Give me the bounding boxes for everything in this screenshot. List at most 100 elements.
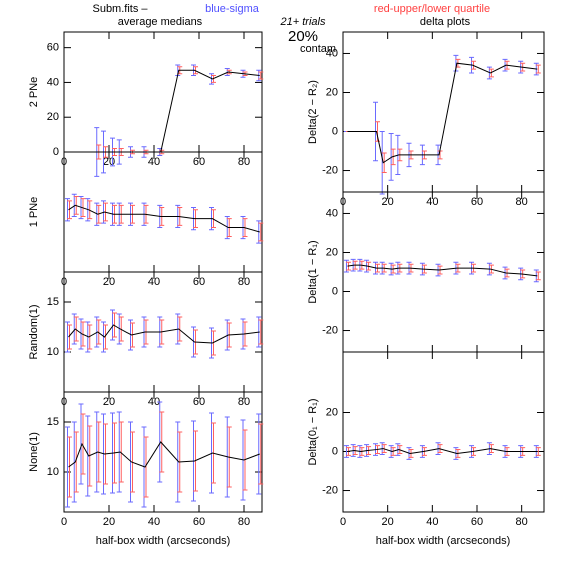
x-tick-label: 60	[193, 156, 205, 168]
data-line	[68, 204, 260, 233]
y-tick-label: 40	[47, 76, 59, 88]
plot-frame	[342, 351, 545, 513]
error-bar	[103, 324, 108, 350]
error-bar	[73, 431, 79, 493]
error-bar	[65, 321, 70, 353]
data-line	[347, 264, 538, 277]
error-bar	[258, 423, 264, 485]
y-axis-label: Delta(0₁ − R₁)	[307, 398, 319, 465]
y-tick-label: 20	[326, 246, 338, 258]
x-axis-label: half-box width (arcseconds)	[376, 535, 511, 547]
error-bar	[85, 415, 91, 497]
error-bar	[157, 401, 163, 483]
y-tick-label: -20	[322, 324, 338, 336]
x-tick-label: 0	[340, 516, 346, 528]
error-bar	[191, 326, 196, 358]
y-axis-label: None(1)	[28, 432, 40, 472]
error-bar	[71, 313, 77, 345]
file-name: Subm.fits –	[92, 3, 148, 15]
error-bar	[65, 426, 70, 508]
x-tick-label: 80	[238, 396, 250, 408]
data-line	[68, 441, 260, 468]
trials: 21+ trials	[280, 16, 326, 28]
y-tick-label: -20	[322, 484, 338, 496]
y-tick-label: 0	[332, 445, 338, 457]
error-bar	[73, 316, 79, 342]
x-tick-label: 80	[238, 516, 250, 528]
error-bar	[101, 321, 106, 353]
x-tick-label: 60	[471, 196, 483, 208]
x-tick-label: 0	[61, 516, 67, 528]
x-tick-label: 20	[382, 196, 394, 208]
y-axis-label: 2 PNe	[28, 77, 40, 108]
y-tick-label: 10	[47, 466, 59, 478]
error-bar	[258, 71, 264, 80]
error-bar	[177, 316, 183, 342]
error-bar	[258, 222, 264, 242]
error-bar	[67, 200, 72, 220]
x-tick-label: 20	[382, 516, 394, 528]
x-tick-label: 80	[238, 276, 250, 288]
y-tick-label: 0	[332, 125, 338, 137]
x-tick-label: 40	[426, 196, 438, 208]
sigma-legend: blue-sigma	[205, 3, 260, 15]
contam: contam	[300, 43, 336, 55]
error-bar	[535, 64, 541, 74]
error-bar	[112, 312, 117, 338]
error-bar	[118, 421, 124, 483]
plot-frame	[63, 391, 263, 513]
y-tick-label: 15	[47, 296, 59, 308]
x-tick-label: 20	[103, 516, 115, 528]
error-bar	[116, 313, 122, 345]
y-tick-label: 20	[326, 86, 338, 98]
data-line	[347, 448, 538, 454]
error-bar	[78, 403, 84, 485]
right-title: delta plots	[420, 16, 471, 28]
y-axis-label: Delta(1 − R₁)	[307, 240, 319, 303]
y-axis-label: Random(1)	[28, 304, 40, 359]
x-tick-label: 60	[193, 396, 205, 408]
y-tick-label: -20	[322, 164, 338, 176]
error-bar	[110, 309, 115, 341]
y-tick-label: 0	[332, 285, 338, 297]
data-line	[68, 324, 260, 344]
y-axis-label: 1 PNe	[28, 197, 40, 228]
x-tick-label: 80	[516, 516, 528, 528]
plot-frame	[342, 31, 545, 193]
error-bar	[78, 318, 84, 350]
x-tick-label: 40	[148, 396, 160, 408]
x-tick-label: 40	[148, 156, 160, 168]
error-bar	[388, 132, 394, 181]
y-tick-label: 20	[47, 111, 59, 123]
x-tick-label: 60	[193, 276, 205, 288]
x-tick-label: 20	[103, 396, 115, 408]
y-tick-label: 60	[47, 42, 59, 54]
error-bar	[535, 271, 541, 281]
error-bar	[258, 319, 264, 345]
error-bar	[128, 421, 133, 503]
error-bar	[175, 421, 181, 503]
error-bar	[71, 193, 77, 217]
error-bar	[159, 411, 165, 473]
left-title: average medians	[118, 16, 203, 28]
y-axis-label: Delta(2 − R₂)	[307, 80, 319, 144]
y-tick-label: 0	[53, 146, 59, 158]
y-tick-label: 15	[47, 416, 59, 428]
error-bar	[67, 436, 72, 498]
x-tick-label: 20	[103, 276, 115, 288]
error-bar	[65, 198, 70, 222]
error-bar	[71, 421, 77, 503]
x-tick-label: 40	[148, 276, 160, 288]
x-tick-label: 40	[148, 516, 160, 528]
x-tick-label: 80	[238, 156, 250, 168]
contam-pct: 20%	[288, 28, 318, 45]
y-tick-label: 20	[326, 406, 338, 418]
x-axis-label: half-box width (arcseconds)	[96, 535, 231, 547]
x-tick-label: 60	[193, 516, 205, 528]
x-tick-label: 60	[471, 516, 483, 528]
x-tick-label: 80	[516, 196, 528, 208]
error-bar	[143, 436, 149, 498]
error-bar	[67, 324, 72, 350]
error-bar	[80, 413, 86, 475]
